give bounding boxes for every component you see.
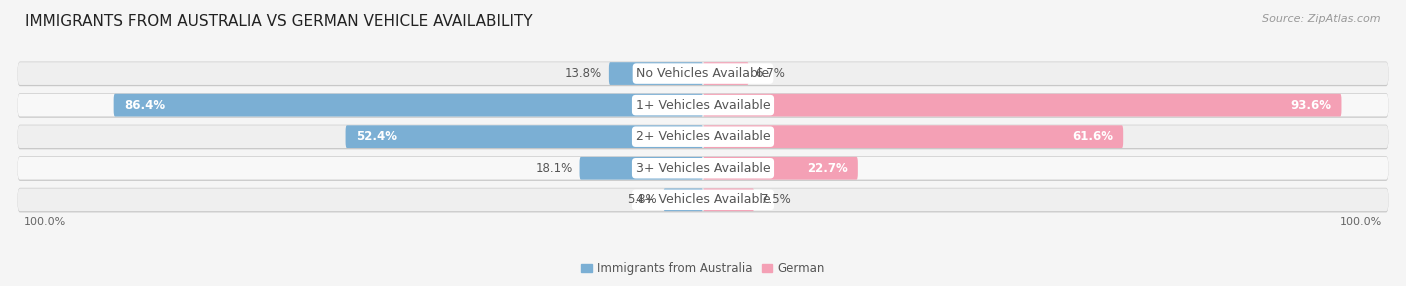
Text: 18.1%: 18.1% — [536, 162, 572, 175]
Legend: Immigrants from Australia, German: Immigrants from Australia, German — [576, 257, 830, 280]
Text: No Vehicles Available: No Vehicles Available — [637, 67, 769, 80]
FancyBboxPatch shape — [703, 188, 754, 211]
FancyBboxPatch shape — [703, 94, 1341, 116]
Text: 4+ Vehicles Available: 4+ Vehicles Available — [636, 193, 770, 206]
FancyBboxPatch shape — [17, 93, 1389, 118]
Text: 2+ Vehicles Available: 2+ Vehicles Available — [636, 130, 770, 143]
FancyBboxPatch shape — [346, 125, 703, 148]
Text: 100.0%: 100.0% — [1340, 217, 1382, 227]
Text: 52.4%: 52.4% — [356, 130, 396, 143]
FancyBboxPatch shape — [609, 62, 703, 85]
FancyBboxPatch shape — [703, 125, 1123, 148]
Text: 86.4%: 86.4% — [124, 99, 165, 112]
FancyBboxPatch shape — [17, 94, 1389, 116]
FancyBboxPatch shape — [703, 157, 858, 180]
FancyBboxPatch shape — [703, 62, 749, 85]
FancyBboxPatch shape — [17, 157, 1389, 180]
Text: Source: ZipAtlas.com: Source: ZipAtlas.com — [1263, 14, 1381, 24]
Text: 5.8%: 5.8% — [627, 193, 657, 206]
Text: 22.7%: 22.7% — [807, 162, 848, 175]
FancyBboxPatch shape — [17, 125, 1389, 149]
Text: 13.8%: 13.8% — [565, 67, 602, 80]
Text: IMMIGRANTS FROM AUSTRALIA VS GERMAN VEHICLE AVAILABILITY: IMMIGRANTS FROM AUSTRALIA VS GERMAN VEHI… — [25, 14, 533, 29]
Text: 61.6%: 61.6% — [1071, 130, 1114, 143]
FancyBboxPatch shape — [17, 61, 1389, 86]
Text: 6.7%: 6.7% — [755, 67, 786, 80]
Text: 1+ Vehicles Available: 1+ Vehicles Available — [636, 99, 770, 112]
FancyBboxPatch shape — [17, 156, 1389, 181]
FancyBboxPatch shape — [17, 188, 1389, 211]
FancyBboxPatch shape — [579, 157, 703, 180]
FancyBboxPatch shape — [114, 94, 703, 116]
Text: 100.0%: 100.0% — [24, 217, 66, 227]
FancyBboxPatch shape — [17, 62, 1389, 85]
FancyBboxPatch shape — [17, 125, 1389, 148]
FancyBboxPatch shape — [664, 188, 703, 211]
FancyBboxPatch shape — [17, 188, 1389, 212]
Text: 7.5%: 7.5% — [761, 193, 790, 206]
Text: 93.6%: 93.6% — [1291, 99, 1331, 112]
Text: 3+ Vehicles Available: 3+ Vehicles Available — [636, 162, 770, 175]
